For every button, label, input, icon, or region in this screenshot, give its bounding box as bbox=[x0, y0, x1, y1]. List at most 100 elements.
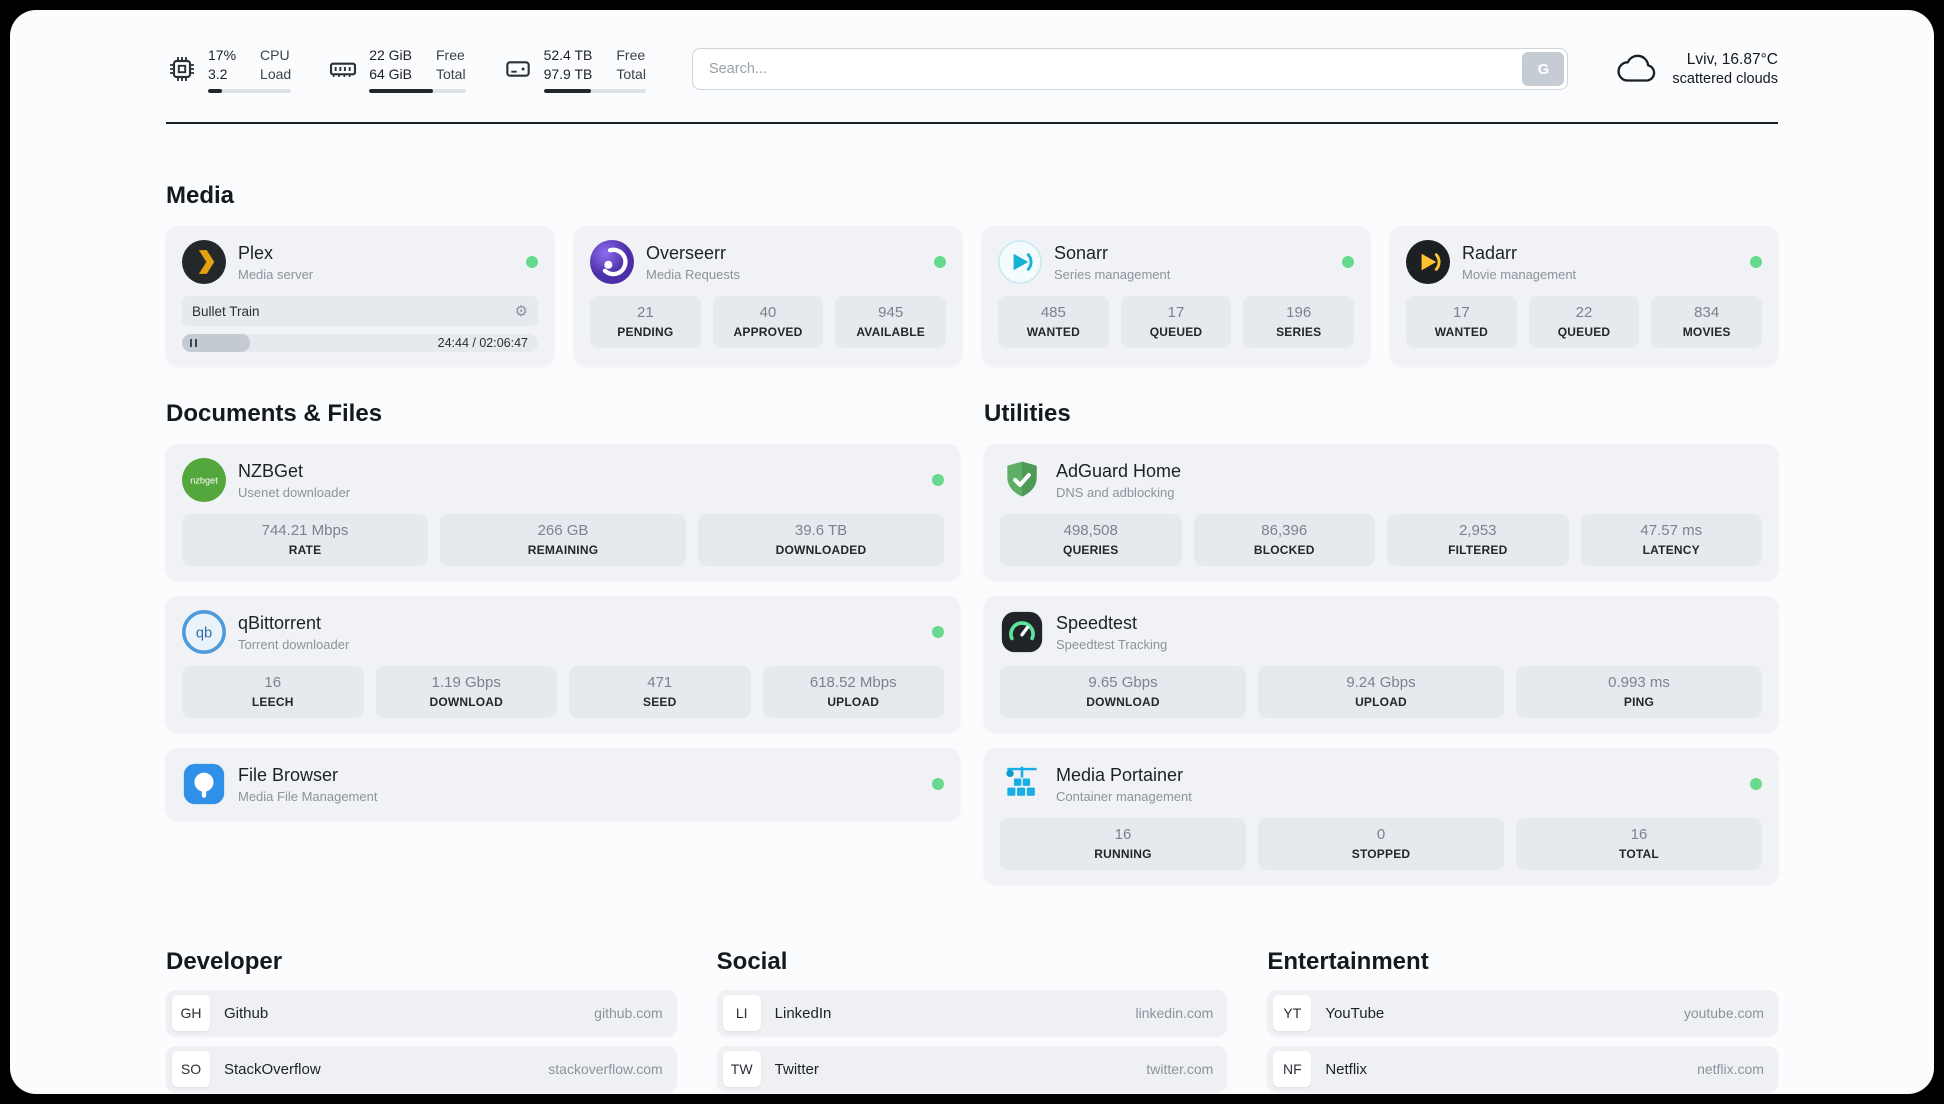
stat-stopped: 0 STOPPED bbox=[1258, 818, 1504, 870]
bookmark-url: linkedin.com bbox=[1135, 1005, 1214, 1021]
nzbget-icon: nzbget bbox=[182, 458, 226, 502]
disk-free-value: 52.4 TB bbox=[543, 46, 593, 63]
bookmark-linkedin[interactable]: LI LinkedIn linkedin.com bbox=[716, 990, 1228, 1036]
adguard-icon bbox=[1000, 458, 1044, 502]
app-card-portainer[interactable]: Media Portainer Container management 16 … bbox=[984, 748, 1778, 884]
section-documents: Documents & Files nzbget NZBGet Usenet d… bbox=[166, 400, 960, 820]
search-engine-button[interactable]: G bbox=[1522, 52, 1565, 86]
github-badge: GH bbox=[172, 995, 210, 1031]
stat-pending: 21 PENDING bbox=[590, 296, 701, 348]
ram-free-value: 22 GiB bbox=[369, 46, 412, 63]
app-subtitle: Media server bbox=[238, 266, 314, 282]
bookmark-youtube[interactable]: YT YouTube youtube.com bbox=[1267, 990, 1778, 1036]
bookmark-github[interactable]: GH Github github.com bbox=[166, 990, 677, 1036]
stat-queries: 498,508 QUERIES bbox=[1000, 514, 1182, 566]
bookmark-group-entertainment: Entertainment YT YouTube youtube.com NF … bbox=[1267, 948, 1778, 1094]
playback-progress-pill bbox=[182, 334, 250, 352]
bookmark-name: Netflix bbox=[1325, 1060, 1368, 1078]
app-name: File Browser bbox=[238, 764, 339, 785]
ram-label-1: Free bbox=[436, 46, 465, 63]
stat-available: 945 AVAILABLE bbox=[835, 296, 947, 348]
portainer-icon bbox=[1000, 762, 1044, 806]
app-card-filebrowser[interactable]: File Browser Media File Management bbox=[166, 748, 960, 820]
app-subtitle: Usenet downloader bbox=[238, 484, 351, 500]
stat-total: 16 TOTAL bbox=[1516, 818, 1762, 870]
app-card-qbittorrent[interactable]: qb qBittorrent Torrent downloader 16 LEE… bbox=[166, 596, 960, 732]
app-card-sonarr[interactable]: Sonarr Series management 485 WANTED 17 Q… bbox=[982, 226, 1370, 366]
cpu-progress-bar bbox=[208, 88, 292, 93]
app-name: Overseerr bbox=[646, 242, 727, 263]
netflix-badge: NF bbox=[1273, 1051, 1312, 1087]
speedtest-icon bbox=[1000, 610, 1044, 654]
status-dot bbox=[1750, 256, 1762, 268]
stat-filtered: 2,953 FILTERED bbox=[1387, 514, 1569, 566]
bookmarks-section: Developer GH Github github.com SO StackO… bbox=[166, 948, 1778, 1094]
stat-wanted: 17 WANTED bbox=[1406, 296, 1517, 348]
media-grid: Plex Media server Bullet Train ⚙ 24:44 /… bbox=[166, 226, 1778, 366]
cloud-icon bbox=[1614, 49, 1660, 89]
linkedin-badge: LI bbox=[722, 995, 761, 1031]
stat-download: 1.19 Gbps DOWNLOAD bbox=[375, 666, 557, 718]
bookmark-url: netflix.com bbox=[1697, 1061, 1764, 1077]
sonarr-icon bbox=[998, 240, 1042, 284]
bookmark-stackoverflow[interactable]: SO StackOverflow stackoverflow.com bbox=[166, 1046, 677, 1092]
stat-queued: 17 QUEUED bbox=[1120, 296, 1232, 348]
app-subtitle: Movie management bbox=[1462, 266, 1577, 282]
svg-text:nzbget: nzbget bbox=[190, 476, 218, 486]
app-subtitle: Speedtest Tracking bbox=[1056, 636, 1168, 652]
bookmark-group-developer: Developer GH Github github.com SO StackO… bbox=[166, 948, 677, 1094]
radarr-icon bbox=[1406, 240, 1450, 284]
pause-icon bbox=[190, 339, 197, 347]
app-card-nzbget[interactable]: nzbget NZBGet Usenet downloader 744.21 M… bbox=[166, 444, 960, 580]
app-name: Plex bbox=[238, 242, 274, 263]
cpu-progress-fill bbox=[208, 88, 223, 93]
system-stats: 17% 3.2 CPU Load bbox=[166, 46, 646, 93]
app-name: NZBGet bbox=[238, 460, 304, 481]
status-dot bbox=[932, 778, 944, 790]
stat-remaining: 266 GB REMAINING bbox=[440, 514, 686, 566]
bookmark-netflix[interactable]: NF Netflix netflix.com bbox=[1267, 1046, 1778, 1092]
stat-upload: 618.52 Mbps UPLOAD bbox=[762, 666, 944, 718]
plex-icon bbox=[182, 240, 226, 284]
weather-location-temp: Lviv, 16.87°C bbox=[1686, 51, 1778, 68]
ram-progress-bar bbox=[369, 88, 466, 93]
stat-ping: 0.993 ms PING bbox=[1516, 666, 1762, 718]
app-card-speedtest[interactable]: Speedtest Speedtest Tracking 9.65 Gbps D… bbox=[984, 596, 1778, 732]
overseerr-icon bbox=[590, 240, 634, 284]
bookmark-twitter[interactable]: TW Twitter twitter.com bbox=[716, 1046, 1228, 1092]
stat-leech: 16 LEECH bbox=[182, 666, 364, 718]
section-title-entertainment: Entertainment bbox=[1267, 948, 1429, 975]
stat-download: 9.65 Gbps DOWNLOAD bbox=[1000, 666, 1246, 718]
qbittorrent-icon: qb bbox=[182, 610, 226, 654]
app-name: Media Portainer bbox=[1056, 764, 1184, 785]
app-card-adguard[interactable]: AdGuard Home DNS and adblocking 498,508 … bbox=[984, 444, 1778, 580]
bookmark-url: twitter.com bbox=[1146, 1061, 1214, 1077]
app-card-plex[interactable]: Plex Media server Bullet Train ⚙ 24:44 /… bbox=[166, 226, 554, 366]
status-dot bbox=[526, 256, 538, 268]
app-name: AdGuard Home bbox=[1056, 460, 1182, 481]
weather-widget: Lviv, 16.87°C scattered clouds bbox=[1614, 49, 1778, 89]
search-input[interactable] bbox=[691, 48, 1569, 90]
stat-running: 16 RUNNING bbox=[1000, 818, 1246, 870]
app-card-radarr[interactable]: Radarr Movie management 17 WANTED 22 QUE… bbox=[1390, 226, 1778, 366]
app-subtitle: Series management bbox=[1054, 266, 1171, 282]
ram-label-2: Total bbox=[436, 65, 466, 82]
app-subtitle: Container management bbox=[1056, 788, 1192, 804]
disk-progress-fill bbox=[543, 88, 591, 93]
bookmark-url: stackoverflow.com bbox=[548, 1061, 663, 1077]
app-subtitle: Media Requests bbox=[646, 266, 740, 282]
app-subtitle: Torrent downloader bbox=[238, 636, 350, 652]
section-title-developer: Developer bbox=[166, 948, 283, 975]
gear-icon[interactable]: ⚙ bbox=[514, 302, 528, 320]
section-title-social: Social bbox=[716, 948, 788, 975]
disk-label-1: Free bbox=[616, 46, 646, 63]
bookmark-name: YouTube bbox=[1325, 1004, 1385, 1022]
app-card-overseerr[interactable]: Overseerr Media Requests 21 PENDING 40 A… bbox=[574, 226, 962, 366]
disk-total-value: 97.9 TB bbox=[543, 65, 593, 82]
app-subtitle: Media File Management bbox=[238, 788, 378, 804]
now-playing-bar: Bullet Train ⚙ bbox=[182, 296, 538, 326]
playback-seek-bar[interactable]: 24:44 / 02:06:47 bbox=[182, 334, 538, 352]
top-bar: 17% 3.2 CPU Load bbox=[166, 40, 1778, 98]
app-name: qBittorrent bbox=[238, 612, 322, 633]
